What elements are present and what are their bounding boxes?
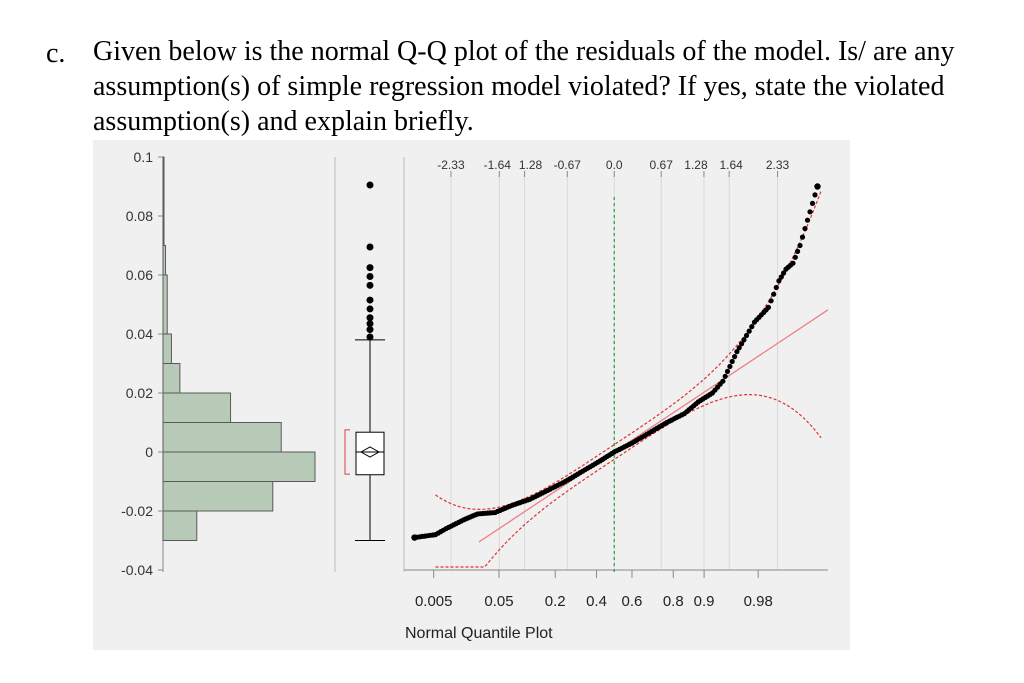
hist-bar xyxy=(162,363,181,394)
hist-y-tick-label: -0.04 xyxy=(121,562,153,578)
box-outlier-point xyxy=(366,333,374,341)
box-body xyxy=(355,431,385,476)
hist-y-tick-label: 0.08 xyxy=(126,208,153,224)
question-block: c. Given below is the normal Q-Q plot of… xyxy=(0,0,1024,140)
qq-data-point xyxy=(734,349,740,355)
hist-bar xyxy=(162,274,168,335)
box-outlier-point xyxy=(366,296,374,304)
hist-y-tick-label: 0.04 xyxy=(126,326,153,342)
qq-data-point xyxy=(768,298,774,304)
box-shortest-half-bracket xyxy=(344,429,350,475)
qq-bottom-tick-label: 0.98 xyxy=(744,593,773,610)
hist-y-tick-label: 0.06 xyxy=(126,267,153,283)
hist-bar xyxy=(162,481,274,512)
box-outlier-point xyxy=(366,281,374,289)
qq-data-point xyxy=(765,304,772,310)
qq-data-point xyxy=(720,378,726,384)
qq-data-point xyxy=(814,183,821,190)
hist-bar xyxy=(162,333,172,364)
box-outlier-point xyxy=(366,320,374,328)
question-line-2: assumption(s) of simple regression model… xyxy=(93,71,945,102)
qq-data-point xyxy=(741,337,747,343)
box-mean-diamond xyxy=(359,446,381,458)
hist-y-tick-label: 0.1 xyxy=(134,149,154,165)
box-outlier-point xyxy=(366,264,374,272)
qq-data-point xyxy=(724,368,731,374)
hist-bar xyxy=(162,510,198,541)
qq-bottom-tick-label: 0.9 xyxy=(694,593,715,610)
qq-data-point xyxy=(749,324,755,330)
qq-data-point xyxy=(411,534,418,541)
qq-top-tick-label: 1.28 xyxy=(684,158,708,172)
qq-confidence-band-lower xyxy=(435,394,822,568)
hist-y-tick-label: 0 xyxy=(145,444,153,460)
hist-bar xyxy=(162,392,232,423)
qq-x-axis-label: Normal Quantile Plot xyxy=(405,625,553,642)
qq-data-point xyxy=(812,192,818,198)
qq-data-point xyxy=(722,373,728,379)
qq-top-tick-label: -1.64 xyxy=(484,158,512,172)
qq-top-tick-label: 0.0 xyxy=(606,158,623,172)
qq-confidence-band-upper xyxy=(435,190,822,510)
qq-data-point xyxy=(799,234,806,240)
hist-y-tick-label: -0.02 xyxy=(121,503,153,519)
qq-data-point xyxy=(729,358,735,365)
qq-data-point xyxy=(790,260,796,266)
hist-bar xyxy=(162,156,165,246)
qq-data-point xyxy=(797,242,803,249)
box-outlier-point xyxy=(366,272,374,280)
qq-data-point xyxy=(802,226,808,232)
qq-bottom-tick-label: 0.4 xyxy=(586,593,607,610)
box-outlier-point xyxy=(366,243,374,251)
question-line-1: Given below is the normal Q-Q plot of th… xyxy=(93,36,955,67)
qq-data-point xyxy=(736,345,742,351)
hist-bar xyxy=(162,245,167,276)
qq-top-tick-label: 1.64 xyxy=(720,158,744,172)
hist-bar xyxy=(162,422,282,453)
qq-data-point xyxy=(727,363,733,370)
qq-data-point xyxy=(773,284,779,291)
qq-data-point xyxy=(795,248,801,254)
box-outlier-point xyxy=(366,181,374,189)
qq-top-tick-label: -0.67 xyxy=(554,158,582,172)
qq-data-point xyxy=(804,217,811,223)
hist-bar xyxy=(162,451,316,482)
box-outlier-point xyxy=(366,314,374,322)
qq-top-tick-label: 1.28 xyxy=(519,158,543,172)
hist-y-tick-label: 0.02 xyxy=(126,385,153,401)
box-outlier-point xyxy=(366,305,374,313)
qq-data-point xyxy=(792,254,798,260)
qq-top-tick-label: 0.67 xyxy=(650,158,674,172)
qq-top-tick-label: -2.33 xyxy=(437,158,465,172)
qq-top-tick-label: 2.33 xyxy=(766,158,790,172)
qq-data-point xyxy=(781,270,787,276)
qq-data-point xyxy=(778,274,784,280)
qq-data-point xyxy=(809,200,816,206)
qq-bottom-tick-label: 0.05 xyxy=(484,593,513,610)
qq-data-point xyxy=(746,328,752,334)
qq-reference-line xyxy=(478,309,829,543)
qq-data-point xyxy=(771,291,777,297)
qq-bottom-tick-label: 0.8 xyxy=(663,593,684,610)
qq-data-point xyxy=(776,278,782,284)
qq-data-point xyxy=(732,354,738,360)
qq-bottom-tick-label: 0.005 xyxy=(415,593,453,610)
question-line-3: assumption(s) and explain briefly. xyxy=(93,106,474,137)
qq-bottom-tick-label: 0.6 xyxy=(622,593,643,610)
box-outlier-point xyxy=(366,326,374,334)
question-letter: c. xyxy=(46,38,66,69)
qq-bottom-tick-label: 0.2 xyxy=(545,593,566,610)
qq-data-point xyxy=(807,209,813,215)
qq-data-point xyxy=(739,341,745,347)
qq-data-point xyxy=(743,332,750,339)
